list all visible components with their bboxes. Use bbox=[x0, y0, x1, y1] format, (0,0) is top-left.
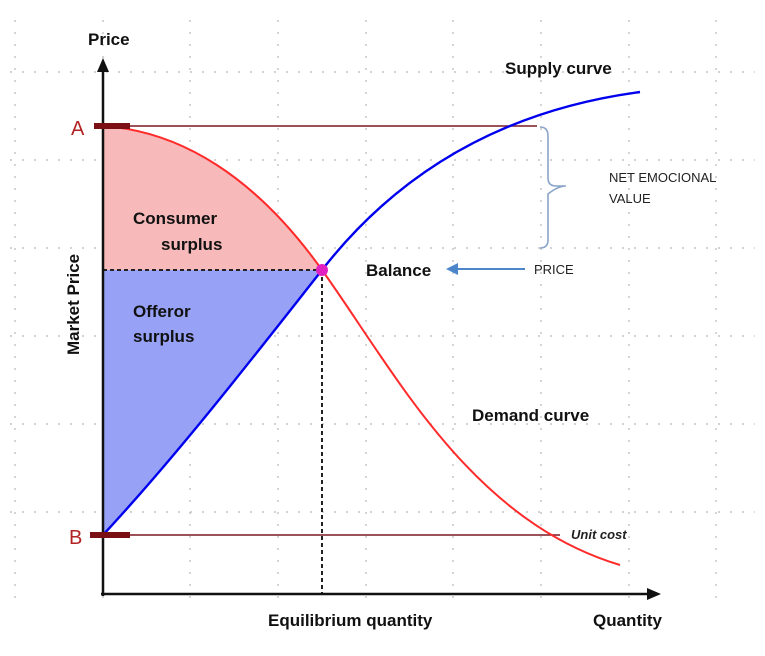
price-arrowhead bbox=[446, 263, 458, 275]
offeror-surplus-area bbox=[103, 270, 322, 535]
equilibrium-quantity-label: Equilibrium quantity bbox=[268, 611, 433, 630]
price-label: PRICE bbox=[534, 262, 574, 277]
net-emotional-label-2: VALUE bbox=[609, 191, 651, 206]
x-axis-title: Quantity bbox=[593, 611, 662, 630]
supply-curve-label: Supply curve bbox=[505, 59, 612, 78]
marker-a bbox=[94, 123, 130, 129]
point-a-label: A bbox=[71, 118, 85, 140]
net-emotional-label-1: NET EMOCIONAL bbox=[609, 170, 716, 185]
offeror-surplus-label-2: surplus bbox=[133, 327, 194, 346]
demand-curve-label: Demand curve bbox=[472, 406, 589, 425]
x-axis-arrowhead bbox=[647, 588, 661, 600]
consumer-surplus-label-1: Consumer bbox=[133, 209, 217, 228]
demand-curve bbox=[102, 125, 621, 566]
point-b-label: B bbox=[69, 527, 82, 549]
consumer-surplus-area bbox=[103, 126, 322, 270]
net-value-brace bbox=[539, 126, 567, 249]
unit-cost-label: Unit cost bbox=[571, 527, 627, 542]
balance-label: Balance bbox=[366, 261, 431, 280]
offeror-surplus-label-1: Offeror bbox=[133, 302, 191, 321]
equilibrium-point bbox=[316, 264, 328, 276]
y-axis-arrowhead bbox=[97, 58, 109, 72]
marker-b bbox=[90, 532, 130, 538]
y-axis-side-label: Market Price bbox=[64, 254, 83, 355]
y-axis-title: Price bbox=[88, 30, 130, 49]
consumer-surplus-label-2: surplus bbox=[161, 235, 222, 254]
